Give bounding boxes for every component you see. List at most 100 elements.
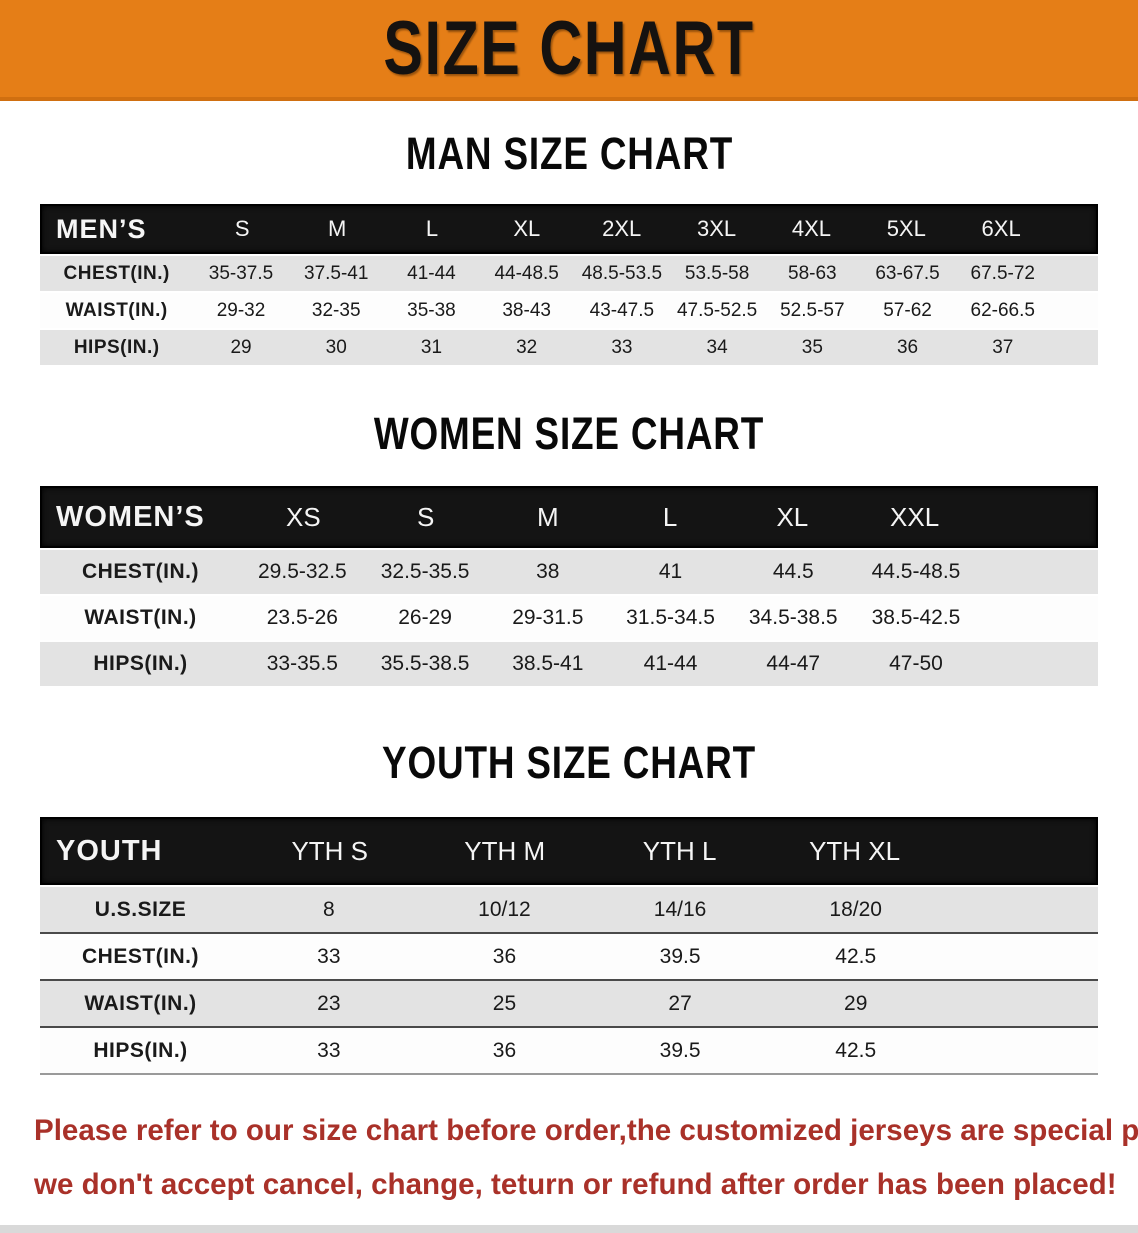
row-label: U.S.SIZE [94, 897, 187, 921]
row-value-cell: 53.5-58 [684, 262, 750, 284]
row-value-cell: 44-47 [766, 652, 821, 675]
size-table-mens: MEN’S S M L XL 2XL 3XL 4XL 5XL 6XL CHEST(IN.) 35-37… [40, 204, 1098, 367]
footer-notice: Please refer to our size chart before or… [0, 1109, 1138, 1207]
notice-line-2: we don't accept cancel, change, teturn o… [34, 1168, 1117, 1201]
row-value-cell: 34 [706, 336, 728, 358]
row-value-cell: 57-62 [883, 299, 932, 321]
row-label: WAIST(IN.) [65, 299, 168, 321]
row-value-cell: 35-37.5 [208, 262, 274, 284]
banner: SIZE CHART [0, 0, 1138, 101]
row-value-cell: 47-50 [889, 652, 943, 675]
header-size-cell: M [537, 501, 559, 532]
row-label: WAIST(IN.) [84, 606, 197, 629]
section-heading-womens: WOMEN SIZE CHART [0, 367, 1138, 486]
table-row: U.S.SIZE 8 10/12 14/16 18/20 [40, 887, 1098, 934]
header-group-label: MEN’S [56, 213, 147, 244]
row-value-cell: 35 [801, 336, 823, 358]
row-value-cell: 43-47.5 [589, 299, 655, 321]
row-value-cell: 33 [317, 944, 341, 968]
row-value-cell: 67.5-72 [970, 262, 1035, 284]
row-label: HIPS(IN.) [93, 1038, 188, 1062]
row-value-cell: 41 [658, 560, 683, 583]
row-value-cell: 37.5-41 [304, 262, 369, 284]
row-value-cell: 29-31.5 [512, 606, 584, 629]
header-group-label: WOMEN’S [56, 500, 205, 533]
row-value-cell: 32.5-35.5 [380, 560, 470, 583]
header-size-cell: L [662, 501, 678, 532]
header-size-cell: 5XL [886, 216, 926, 241]
header-size-cell: YTH M [464, 835, 546, 866]
row-value-cell: 8 [322, 897, 335, 921]
row-value-cell: 10/12 [478, 897, 531, 921]
row-value-cell: 63-67.5 [875, 262, 940, 284]
row-value-cell: 62-66.5 [970, 299, 1035, 321]
header-size-cell: XS [286, 501, 321, 532]
header-size-cell: S [234, 216, 250, 241]
sections-container: MAN SIZE CHART MEN’S S M L XL 2XL 3XL 4XL 5XL 6XL C… [0, 101, 1138, 1075]
row-value-cell: 37 [992, 336, 1014, 358]
row-value-cell: 36 [896, 336, 919, 358]
row-label: HIPS(IN.) [73, 336, 160, 358]
row-value-cell: 29-32 [216, 299, 266, 321]
row-label: CHEST(IN.) [63, 262, 170, 284]
table-header-row: WOMEN’S XS S M L XL XXL [40, 486, 1098, 548]
table-row: CHEST(IN.) 29.5-32.5 32.5-35.5 38 41 44.5 44.5… [40, 550, 1098, 596]
size-table-womens: WOMEN’S XS S M L XL XXL CHEST(IN.) 29.5-32.5 32.5… [40, 486, 1098, 688]
section-youth: YOUTH SIZE CHART YOUTH YTH S YTH M YTH L YTH … [0, 688, 1138, 1075]
row-value-cell: 30 [325, 336, 347, 358]
row-value-cell: 31.5-34.5 [626, 606, 715, 629]
row-value-cell: 31 [420, 336, 443, 358]
table-row: WAIST(IN.) 29-32 32-35 35-38 38-43 43-47.5 47.… [40, 293, 1098, 330]
banner-title: SIZE CHART [383, 6, 755, 91]
header-size-cell: 3XL [696, 216, 737, 241]
row-value-cell: 38.5-42.5 [871, 606, 961, 629]
table-row: CHEST(IN.) 35-37.5 37.5-41 41-44 44-48.5 48.5… [40, 256, 1098, 293]
row-value-cell: 27 [668, 991, 692, 1015]
row-value-cell: 44.5 [772, 560, 814, 583]
row-value-cell: 38-43 [502, 299, 551, 321]
header-size-cell: L [425, 216, 439, 241]
section-heading-text: YOUTH SIZE CHART [382, 737, 756, 788]
row-value-cell: 23.5-26 [266, 606, 338, 629]
row-value-cell: 35.5-38.5 [380, 652, 470, 675]
row-value-cell: 32-35 [311, 299, 361, 321]
table-row: CHEST(IN.) 33 36 39.5 42.5 [40, 934, 1098, 981]
row-value-cell: 33-35.5 [266, 652, 338, 675]
table-header-row: YOUTH YTH S YTH M YTH L YTH XL [40, 817, 1098, 885]
header-size-cell: 4XL [791, 216, 831, 241]
header-size-cell: XXL [890, 501, 940, 532]
row-value-cell: 44.5-48.5 [871, 560, 961, 583]
header-size-cell: YTH L [642, 835, 717, 866]
header-size-cell: S [416, 501, 435, 532]
row-value-cell: 42.5 [835, 944, 877, 968]
row-value-cell: 47.5-52.5 [676, 299, 758, 321]
row-value-cell: 14/16 [653, 897, 707, 921]
section-heading-mens: MAN SIZE CHART [0, 101, 1138, 204]
header-size-cell: YTH S [291, 835, 369, 866]
row-value-cell: 34.5-38.5 [748, 606, 838, 629]
notice-line-1: Please refer to our size chart before or… [34, 1114, 1138, 1147]
row-value-cell: 29 [844, 991, 868, 1015]
row-value-cell: 23 [317, 991, 341, 1015]
header-size-cell: XL [513, 216, 541, 241]
row-label: WAIST(IN.) [84, 991, 197, 1015]
row-value-cell: 36 [492, 944, 517, 968]
row-value-cell: 41-44 [643, 652, 698, 675]
table-row: HIPS(IN.) 33-35.5 35.5-38.5 38.5-41 41-44 44-… [40, 642, 1098, 688]
row-value-cell: 32 [516, 336, 538, 358]
row-value-cell: 33 [317, 1038, 341, 1062]
row-value-cell: 29 [230, 336, 252, 358]
row-value-cell: 39.5 [659, 1038, 701, 1062]
table-header-row: MEN’S S M L XL 2XL 3XL 4XL 5XL 6XL [40, 204, 1098, 254]
table-row: WAIST(IN.) 23.5-26 26-29 29-31.5 31.5-34.5 34… [40, 596, 1098, 642]
size-table-youth: YOUTH YTH S YTH M YTH L YTH XL U.S.SIZE 8 10/12… [40, 817, 1098, 1075]
header-size-cell: XL [776, 501, 809, 532]
row-value-cell: 39.5 [659, 944, 701, 968]
section-womens: WOMEN SIZE CHART WOMEN’S XS S M L XL XXL CHEST(I… [0, 367, 1138, 688]
row-value-cell: 44-48.5 [494, 262, 559, 284]
row-value-cell: 35-38 [407, 299, 456, 321]
row-label: HIPS(IN.) [93, 652, 188, 675]
row-value-cell: 42.5 [835, 1038, 877, 1062]
table-row: HIPS(IN.) 33 36 39.5 42.5 [40, 1028, 1098, 1075]
